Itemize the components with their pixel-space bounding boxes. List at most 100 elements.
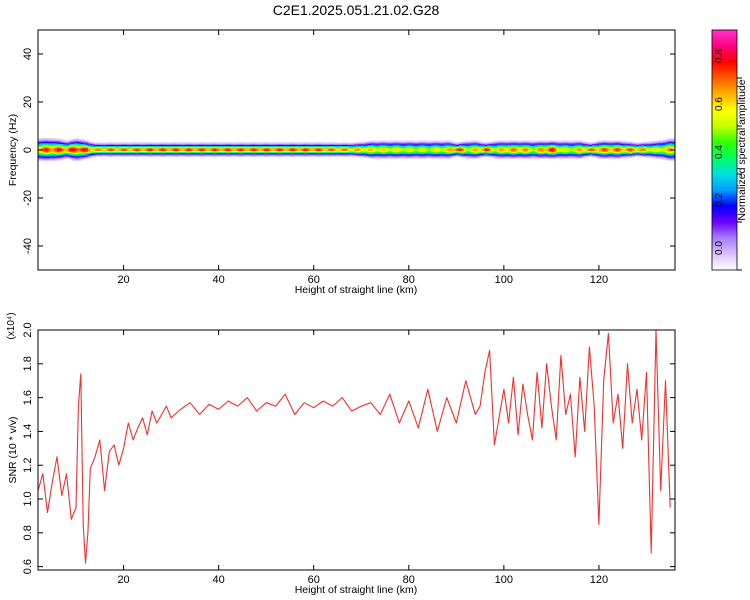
heatmap-cell bbox=[366, 154, 369, 157]
heatmap-cell bbox=[451, 150, 455, 153]
heatmap-cell bbox=[546, 144, 550, 146]
heatmap-cell bbox=[572, 155, 576, 157]
heatmap-cell bbox=[278, 148, 281, 150]
heatmap-cell bbox=[354, 154, 357, 157]
heatmap-cell bbox=[280, 150, 284, 153]
heatmap-cell bbox=[527, 146, 531, 149]
heatmap-cell bbox=[496, 144, 500, 146]
heatmap-cell bbox=[577, 157, 581, 160]
heatmap-cell bbox=[49, 140, 53, 142]
heatmap-cell bbox=[539, 145, 543, 148]
heatmap-cell bbox=[560, 145, 564, 148]
heatmap-cell bbox=[175, 149, 179, 151]
heatmap-cell bbox=[228, 145, 231, 148]
heatmap-cell bbox=[275, 155, 279, 157]
heatmap-cell bbox=[404, 152, 407, 155]
heatmap-cell bbox=[230, 149, 234, 151]
heatmap-cell bbox=[47, 146, 51, 148]
heatmap-cell bbox=[327, 149, 331, 151]
heatmap-cell bbox=[251, 149, 255, 151]
heatmap-cell bbox=[636, 154, 640, 156]
heatmap-cell bbox=[568, 152, 571, 155]
heatmap-cell bbox=[344, 155, 348, 157]
heatmap-cell bbox=[453, 145, 457, 148]
heatmap-cell bbox=[622, 141, 626, 144]
heatmap-cell bbox=[420, 146, 424, 149]
heatmap-cell bbox=[251, 144, 255, 147]
heatmap-cell bbox=[446, 141, 450, 144]
heatmap-cell bbox=[68, 139, 72, 142]
heatmap-cell bbox=[80, 145, 84, 148]
heatmap-cell bbox=[394, 141, 398, 144]
heatmap-cell bbox=[335, 152, 338, 155]
heatmap-cell bbox=[275, 148, 279, 150]
heatmap-cell bbox=[508, 152, 512, 155]
heatmap-cell bbox=[73, 153, 77, 155]
heatmap-cell bbox=[437, 143, 441, 145]
heatmap-cell bbox=[563, 145, 567, 148]
heatmap-cell bbox=[539, 153, 543, 156]
heatmap-cell bbox=[627, 141, 631, 143]
heatmap-cell bbox=[572, 157, 576, 160]
heatmap-cell bbox=[118, 151, 122, 154]
heatmap-cell bbox=[503, 147, 507, 150]
heatmap-cell bbox=[280, 142, 284, 144]
heatmap-cell bbox=[54, 157, 58, 160]
heatmap-cell bbox=[342, 144, 346, 147]
heatmap-cell bbox=[346, 145, 350, 148]
heatmap-cell bbox=[76, 159, 79, 162]
heatmap-cell bbox=[282, 150, 286, 153]
heatmap-cell bbox=[525, 147, 529, 150]
heatmap-cell bbox=[596, 157, 600, 159]
heatmap-cell bbox=[575, 149, 578, 151]
heatmap-cell bbox=[47, 156, 51, 158]
heatmap-cell bbox=[52, 150, 56, 152]
heatmap-cell bbox=[78, 138, 82, 141]
heatmap-cell bbox=[232, 151, 236, 154]
heatmap-cell bbox=[206, 143, 210, 145]
heatmap-cell bbox=[663, 139, 666, 142]
heatmap-cell bbox=[513, 153, 517, 156]
heatmap-cell bbox=[144, 142, 148, 144]
heatmap-cell bbox=[396, 149, 400, 151]
heatmap-cell bbox=[506, 149, 510, 151]
heatmap-cell bbox=[47, 145, 51, 147]
heatmap-cell bbox=[392, 144, 395, 146]
heatmap-cell bbox=[282, 142, 286, 144]
heatmap-cell bbox=[47, 158, 51, 160]
heatmap-cell bbox=[332, 143, 336, 145]
heatmap-cell bbox=[308, 151, 312, 154]
heatmap-cell bbox=[565, 140, 569, 143]
heatmap-cell bbox=[114, 144, 117, 147]
heatmap-cell bbox=[408, 141, 412, 144]
heatmap-cell bbox=[477, 146, 481, 148]
heatmap-cell bbox=[594, 153, 597, 155]
heatmap-cell bbox=[221, 151, 224, 154]
heatmap-cell bbox=[584, 148, 588, 151]
heatmap-cell bbox=[434, 140, 438, 143]
heatmap-cell bbox=[166, 155, 170, 157]
heatmap-cell bbox=[244, 154, 248, 156]
heatmap-cell bbox=[660, 153, 664, 155]
heatmap-cell bbox=[211, 152, 215, 155]
heatmap-cell bbox=[570, 141, 574, 144]
heatmap-cell bbox=[392, 143, 395, 145]
heatmap-cell bbox=[570, 153, 574, 156]
heatmap-cell bbox=[299, 149, 303, 151]
heatmap-cell bbox=[128, 143, 132, 145]
heatmap-cell bbox=[80, 141, 84, 143]
heatmap-cell bbox=[487, 151, 491, 154]
heatmap-cell bbox=[133, 154, 136, 156]
heatmap-cell bbox=[629, 143, 633, 145]
heatmap-cell bbox=[603, 155, 607, 157]
heatmap-cell bbox=[556, 149, 559, 151]
heatmap-cell bbox=[190, 145, 193, 148]
heatmap-cell bbox=[644, 146, 647, 149]
heatmap-cell bbox=[308, 143, 312, 145]
heatmap-cell bbox=[641, 149, 645, 152]
heatmap-cell bbox=[261, 152, 265, 155]
heatmap-cell bbox=[480, 154, 483, 157]
heatmap-cell bbox=[159, 155, 162, 157]
heatmap-cell bbox=[575, 144, 578, 146]
heatmap-cell bbox=[171, 149, 174, 151]
